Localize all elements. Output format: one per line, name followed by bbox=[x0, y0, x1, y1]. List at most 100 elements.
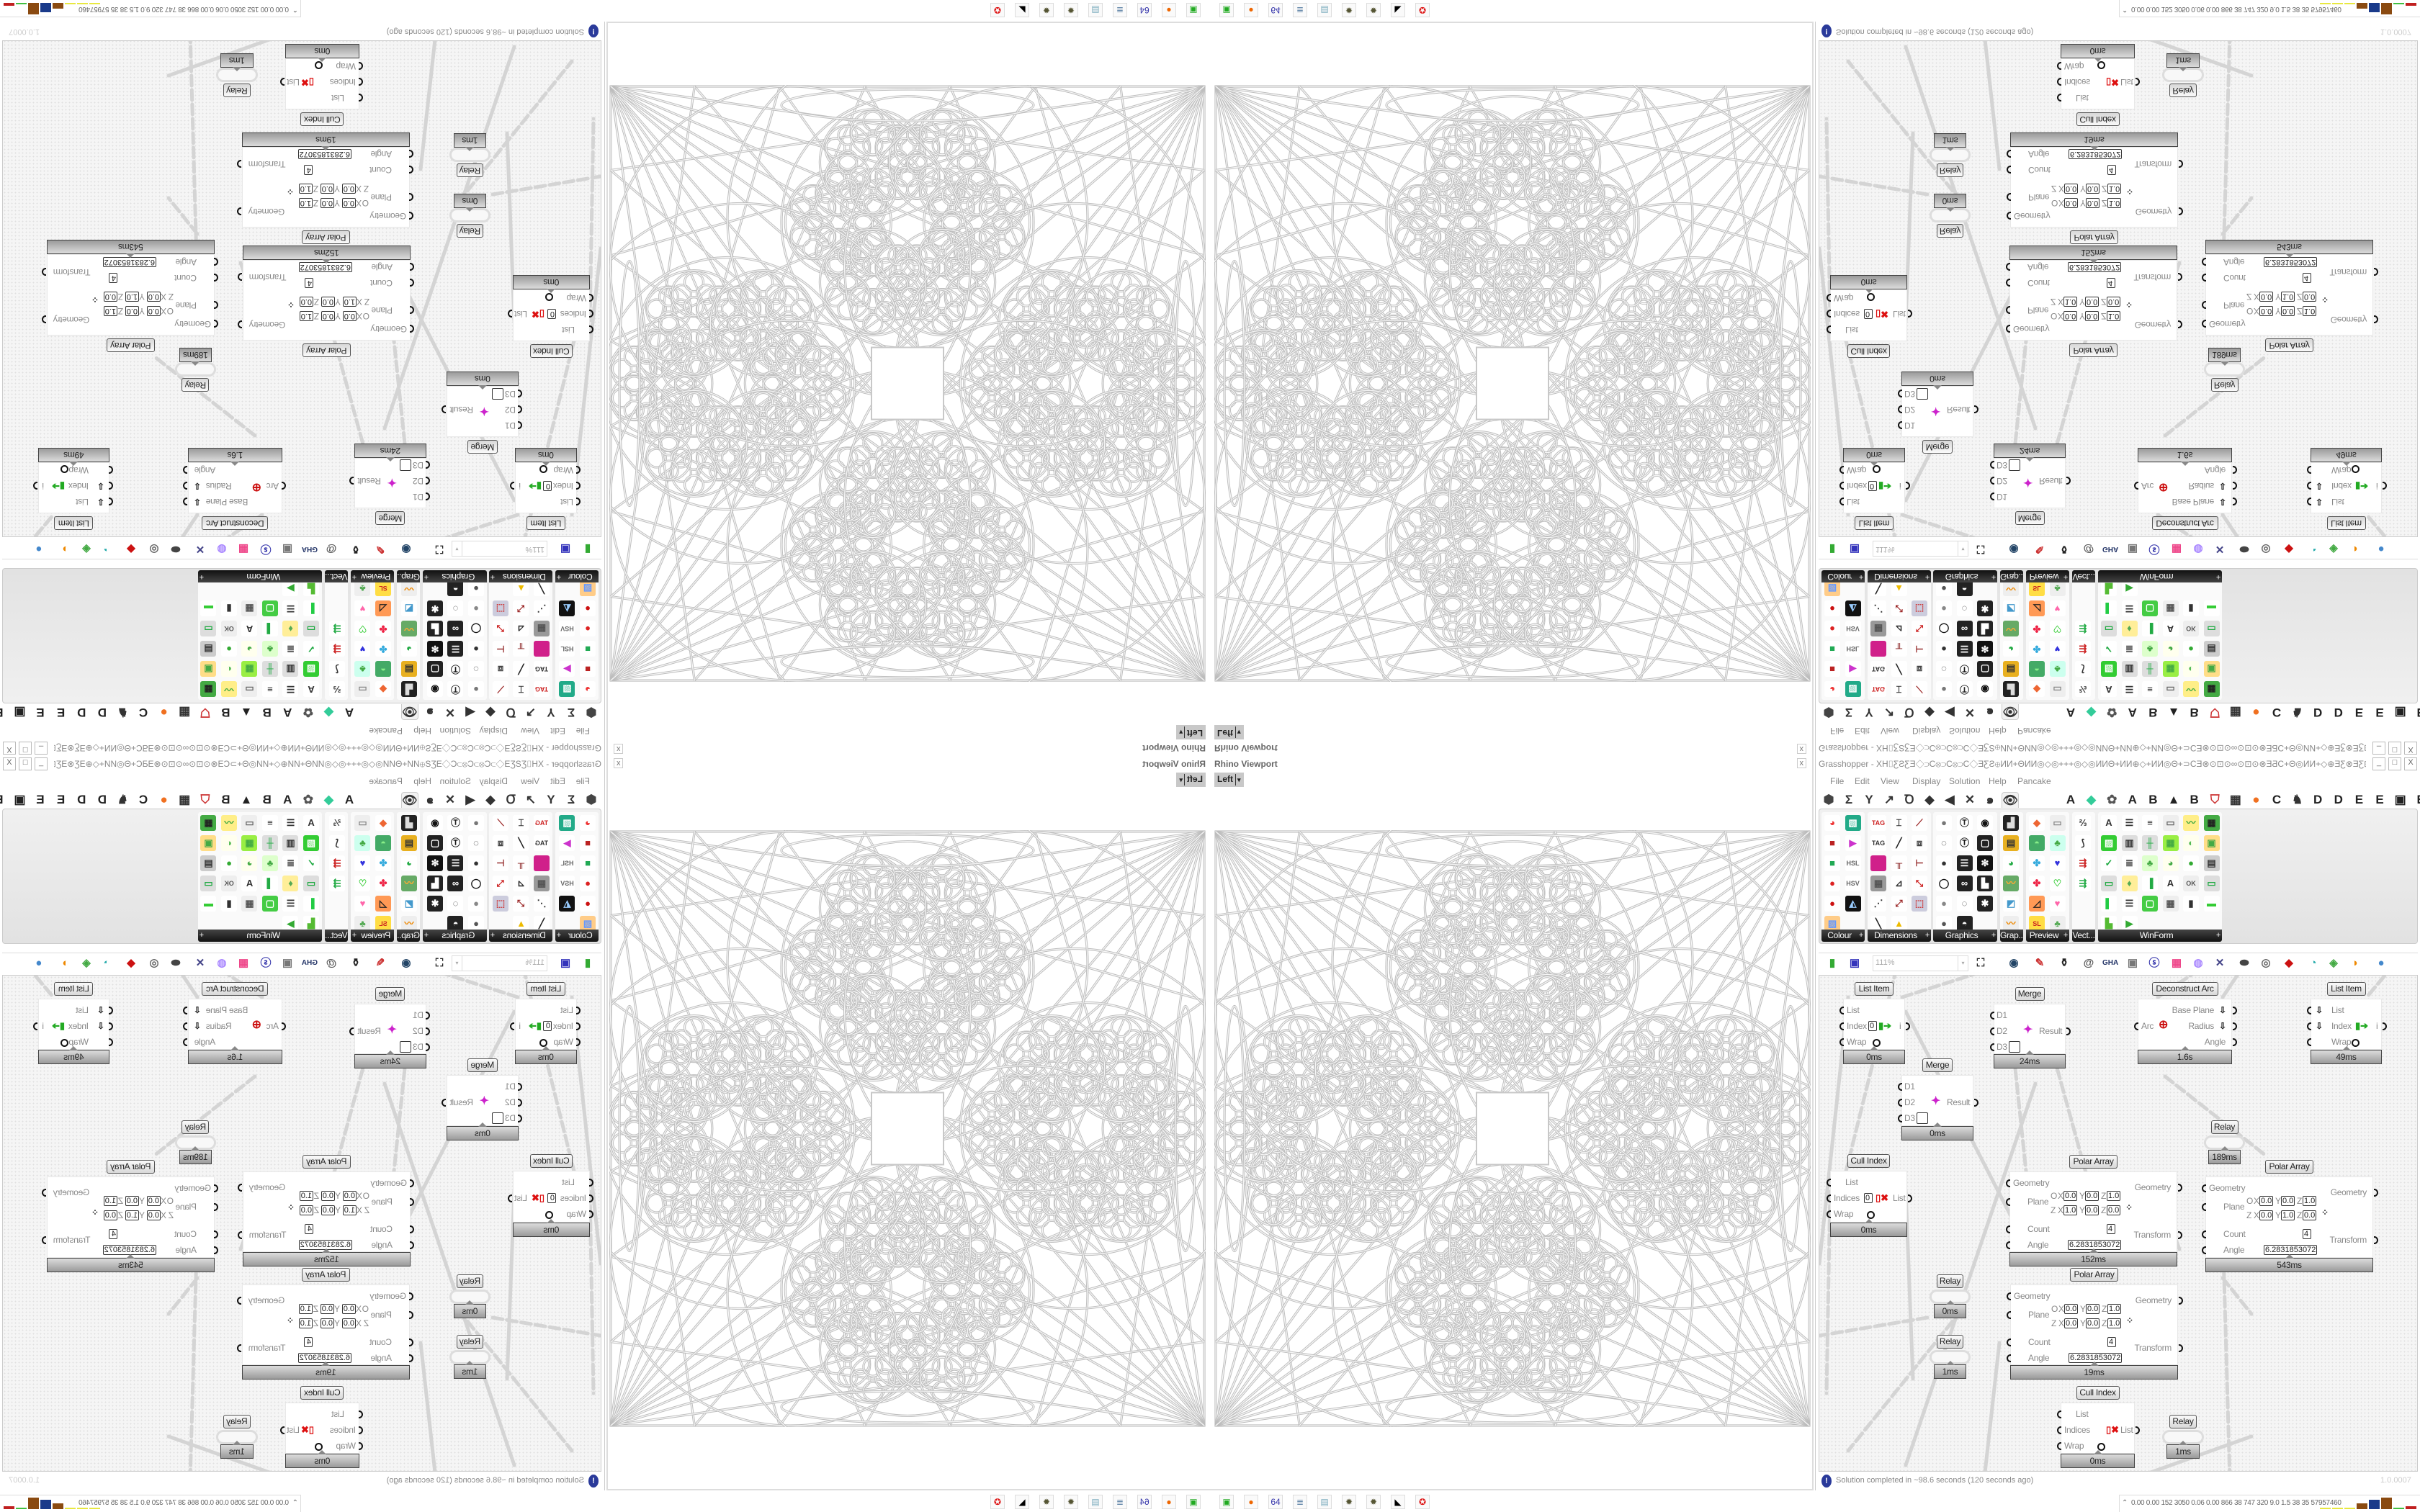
component-icon[interactable]: ● bbox=[1936, 681, 1952, 697]
wrap-toggle[interactable] bbox=[315, 61, 323, 69]
component-icon[interactable]: ⇶ bbox=[329, 855, 345, 871]
component-icon[interactable]: HSV bbox=[1845, 621, 1861, 636]
addon-e-icon[interactable]: E bbox=[2354, 706, 2364, 719]
component-icon[interactable]: ◕ bbox=[1824, 681, 1840, 697]
component-icon[interactable]: ▦ bbox=[2162, 896, 2179, 912]
component-icon[interactable]: ▲ bbox=[1891, 916, 1907, 932]
component-icon[interactable]: ▧ bbox=[1845, 681, 1861, 697]
angle-value[interactable]: 6.2831853072 bbox=[2264, 257, 2318, 267]
plane-zaxis-x[interactable]: 1.0 bbox=[2063, 1205, 2078, 1215]
component-icon[interactable]: ◕ bbox=[2162, 641, 2179, 657]
component-icon[interactable]: ▨ bbox=[2101, 661, 2117, 677]
addon-d2-icon[interactable]: D bbox=[2334, 793, 2343, 806]
component-icon[interactable]: ⟆ bbox=[329, 835, 345, 851]
wrap-toggle[interactable] bbox=[1873, 465, 1881, 473]
component-icon[interactable]: ╱ bbox=[1891, 835, 1907, 851]
component-icon[interactable]: ⋰ bbox=[1870, 600, 1886, 616]
component-icon[interactable]: ⟋ bbox=[493, 815, 508, 831]
component-icon[interactable]: ⅔ bbox=[2075, 815, 2091, 831]
email-icon[interactable]: @ bbox=[2083, 957, 2094, 969]
plane-zaxis-y[interactable]: 1.0 bbox=[125, 1210, 139, 1220]
component-icon[interactable]: ╥ bbox=[1891, 855, 1907, 871]
angle-value[interactable]: 6.2831853072 bbox=[2068, 262, 2122, 272]
addon-d2-icon[interactable]: D bbox=[77, 793, 86, 806]
component-icon[interactable]: ≡ bbox=[262, 681, 278, 697]
component-body[interactable]: Geometry Plane Count Angle O X 0.0 Y 0.0 Z 1.0 Z X 0.… bbox=[237, 147, 413, 228]
blob-icon[interactable]: ● bbox=[2378, 957, 2385, 969]
email-icon[interactable]: @ bbox=[2083, 543, 2094, 555]
component-icon[interactable]: ◌ bbox=[1956, 896, 1973, 912]
count-value[interactable]: 4 bbox=[2107, 1337, 2116, 1347]
component-icon[interactable]: ☰ bbox=[282, 815, 299, 831]
input-port[interactable] bbox=[1898, 1115, 1902, 1122]
component-icon[interactable]: ◕ bbox=[1824, 815, 1840, 831]
bracelet-icon[interactable]: ◔ bbox=[2310, 957, 2317, 969]
component-icon[interactable]: ≡ bbox=[2142, 681, 2158, 697]
input-port[interactable] bbox=[2202, 1203, 2206, 1211]
component-title[interactable]: Polar Array bbox=[2069, 1155, 2118, 1169]
component-icon[interactable]: ▨ bbox=[2101, 835, 2117, 851]
input-port[interactable] bbox=[2006, 1241, 2010, 1249]
component-title[interactable]: Polar Array bbox=[302, 230, 350, 244]
addon-orange-icon[interactable]: ● bbox=[160, 793, 168, 806]
component-icon[interactable]: ▤ bbox=[2203, 641, 2220, 657]
addon-mountain-icon[interactable]: ▲ bbox=[2167, 706, 2180, 719]
floppy-64-icon[interactable]: 64 bbox=[1268, 3, 1283, 17]
preview-eye-icon[interactable]: ◉ bbox=[401, 543, 411, 555]
component-icon[interactable] bbox=[534, 641, 550, 657]
addon-e3-icon[interactable]: E bbox=[2412, 704, 2420, 720]
plane-zaxis-z[interactable]: 1.0 bbox=[2107, 1318, 2122, 1328]
params-icon[interactable]: ⬢ bbox=[1823, 706, 1834, 719]
input-port[interactable] bbox=[2007, 1292, 2011, 1300]
output-port[interactable] bbox=[42, 315, 46, 323]
plane-origin-z[interactable]: 1.0 bbox=[299, 1191, 313, 1201]
wire[interactable] bbox=[15, 513, 55, 536]
plane-zaxis-z[interactable]: 0.0 bbox=[2303, 1210, 2317, 1220]
addon-b2-icon[interactable]: B bbox=[2190, 706, 2199, 719]
component-icon[interactable]: ● bbox=[468, 815, 484, 831]
component-icon[interactable]: ⟋ bbox=[1912, 815, 1927, 831]
component-icon[interactable]: TAG bbox=[1870, 661, 1886, 677]
grasshopper-canvas[interactable]: List Item List Index Wrap 0 ▮➔ i 0ms Merge D1 D2 D3… bbox=[1819, 975, 2418, 1472]
component-icon[interactable]: ╫ bbox=[262, 835, 278, 851]
input-port[interactable] bbox=[2057, 62, 2061, 70]
component-icon[interactable]: ▤ bbox=[401, 835, 417, 851]
panel-label[interactable]: Preview + bbox=[351, 570, 394, 582]
component-icon[interactable]: ● bbox=[2183, 855, 2199, 871]
component-icon[interactable]: ☰ bbox=[2121, 681, 2138, 697]
component-title[interactable]: Relay bbox=[457, 1335, 483, 1349]
wire[interactable] bbox=[1904, 1081, 2038, 1467]
plane-zaxis-x[interactable]: 1.0 bbox=[2063, 297, 2078, 307]
grasshopper-app-icon[interactable]: ▣ bbox=[1186, 3, 1201, 17]
addon-e3-icon[interactable]: E bbox=[2412, 792, 2420, 808]
output-port[interactable] bbox=[238, 273, 242, 281]
addon-d-icon[interactable]: D bbox=[97, 793, 107, 806]
plane-zaxis-z[interactable]: 1.0 bbox=[298, 1318, 313, 1328]
menu-help[interactable]: Help bbox=[1989, 726, 2007, 736]
menu-solution[interactable]: Solution bbox=[439, 776, 471, 786]
sphere-icon[interactable]: ◑ bbox=[2351, 543, 2358, 555]
component-icon[interactable]: ✱ bbox=[427, 896, 443, 912]
component-icon[interactable]: ● bbox=[580, 876, 596, 891]
component-icon[interactable]: ▙ bbox=[303, 580, 319, 596]
plane-origin-x[interactable]: 0.0 bbox=[146, 1196, 161, 1206]
cross-icon[interactable]: ✕ bbox=[2215, 957, 2225, 969]
menu-edit[interactable]: Edit bbox=[1855, 726, 1870, 736]
wrap-toggle[interactable] bbox=[545, 1211, 553, 1219]
wire[interactable] bbox=[426, 976, 520, 999]
count-value[interactable]: 4 bbox=[2303, 273, 2311, 283]
search-icon[interactable]: ⓢ bbox=[260, 957, 272, 969]
component-icon[interactable]: ◯ bbox=[1936, 621, 1952, 636]
component-title[interactable]: Merge bbox=[467, 1058, 498, 1072]
component-icon[interactable]: ◌ bbox=[447, 600, 464, 616]
plane-zaxis-x[interactable]: 0.0 bbox=[2064, 184, 2079, 194]
index-value[interactable]: 0 bbox=[1864, 1193, 1873, 1203]
component-icon[interactable]: ✓ bbox=[2101, 855, 2117, 871]
component-title[interactable]: Relay bbox=[1937, 1335, 1963, 1349]
plane-zaxis-y[interactable]: 0.0 bbox=[2085, 297, 2099, 307]
package-icon[interactable]: ▦ bbox=[238, 543, 249, 555]
count-value[interactable]: 4 bbox=[304, 165, 313, 175]
input-port[interactable] bbox=[2307, 1038, 2311, 1046]
component-title[interactable]: List Item bbox=[2326, 516, 2366, 530]
plane-zaxis-y[interactable]: 0.0 bbox=[2086, 184, 2100, 194]
